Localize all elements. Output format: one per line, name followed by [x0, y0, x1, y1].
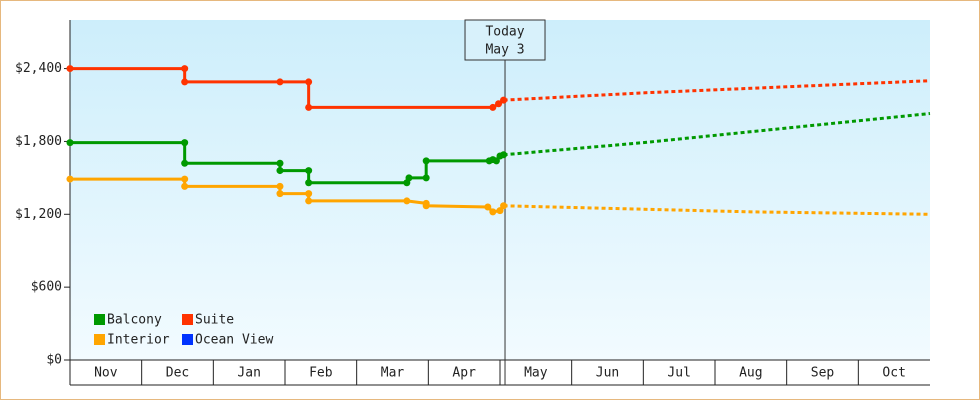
- price-point: [305, 103, 313, 111]
- price-point: [422, 202, 430, 210]
- x-tick-label: Dec: [166, 366, 189, 381]
- today-date: May 3: [485, 43, 524, 58]
- price-point: [422, 157, 430, 165]
- price-point: [276, 182, 284, 190]
- price-point: [305, 179, 313, 187]
- price-point: [181, 65, 189, 73]
- price-point: [181, 139, 189, 147]
- price-point: [181, 159, 189, 167]
- legend-swatch: [94, 314, 105, 325]
- price-point: [305, 190, 313, 198]
- price-point: [66, 65, 74, 73]
- price-point: [500, 151, 508, 159]
- price-point: [422, 174, 430, 182]
- price-point: [276, 159, 284, 167]
- forecast-line: [503, 79, 931, 102]
- x-tick-label: Nov: [94, 366, 118, 381]
- today-label: Today: [485, 25, 524, 40]
- today-box: [464, 19, 546, 61]
- y-tick-label: $0: [46, 353, 62, 368]
- price-point: [66, 175, 74, 183]
- y-tick-label: $600: [31, 280, 62, 295]
- legend-swatch: [94, 334, 105, 345]
- price-point: [66, 139, 74, 147]
- forecast-line: [503, 204, 931, 216]
- legend-label: Balcony: [107, 313, 162, 328]
- x-tick-label: Apr: [452, 366, 476, 381]
- x-tick-label: Mar: [381, 366, 405, 381]
- price-point: [276, 190, 284, 198]
- x-tick-label: Sep: [811, 366, 835, 381]
- x-tick-label: Oct: [882, 366, 905, 381]
- x-tick-label: Jun: [596, 366, 619, 381]
- price-point: [181, 175, 189, 183]
- price-point: [495, 100, 503, 108]
- price-point: [305, 78, 313, 86]
- price-point: [500, 202, 508, 210]
- price-point: [500, 96, 508, 104]
- legend-label: Ocean View: [195, 333, 273, 348]
- x-tick-label: May: [524, 366, 548, 381]
- price-point: [181, 182, 189, 190]
- forecast-line: [503, 112, 931, 157]
- y-tick-label: $1,200: [15, 207, 62, 222]
- price-point: [276, 167, 284, 175]
- price-point: [276, 78, 284, 86]
- y-tick-label: $2,400: [15, 61, 62, 76]
- y-tick-label: $1,800: [15, 134, 62, 149]
- price-point: [305, 197, 313, 205]
- x-tick-label: Jan: [237, 366, 260, 381]
- price-point: [405, 174, 413, 182]
- price-point: [489, 208, 497, 216]
- price-point: [489, 103, 497, 111]
- price-point: [403, 197, 411, 205]
- price-point: [496, 207, 504, 215]
- price-point: [492, 157, 500, 165]
- price-point: [181, 78, 189, 86]
- legend-label: Interior: [107, 333, 170, 348]
- legend-label: Suite: [195, 313, 234, 328]
- plot-background: [70, 20, 930, 360]
- legend-swatch: [182, 314, 193, 325]
- price-point: [305, 167, 313, 175]
- x-tick-label: Jul: [667, 366, 690, 381]
- price-point: [484, 203, 492, 211]
- x-tick-label: Aug: [739, 366, 762, 381]
- legend-swatch: [182, 334, 193, 345]
- x-tick-label: Feb: [309, 366, 333, 381]
